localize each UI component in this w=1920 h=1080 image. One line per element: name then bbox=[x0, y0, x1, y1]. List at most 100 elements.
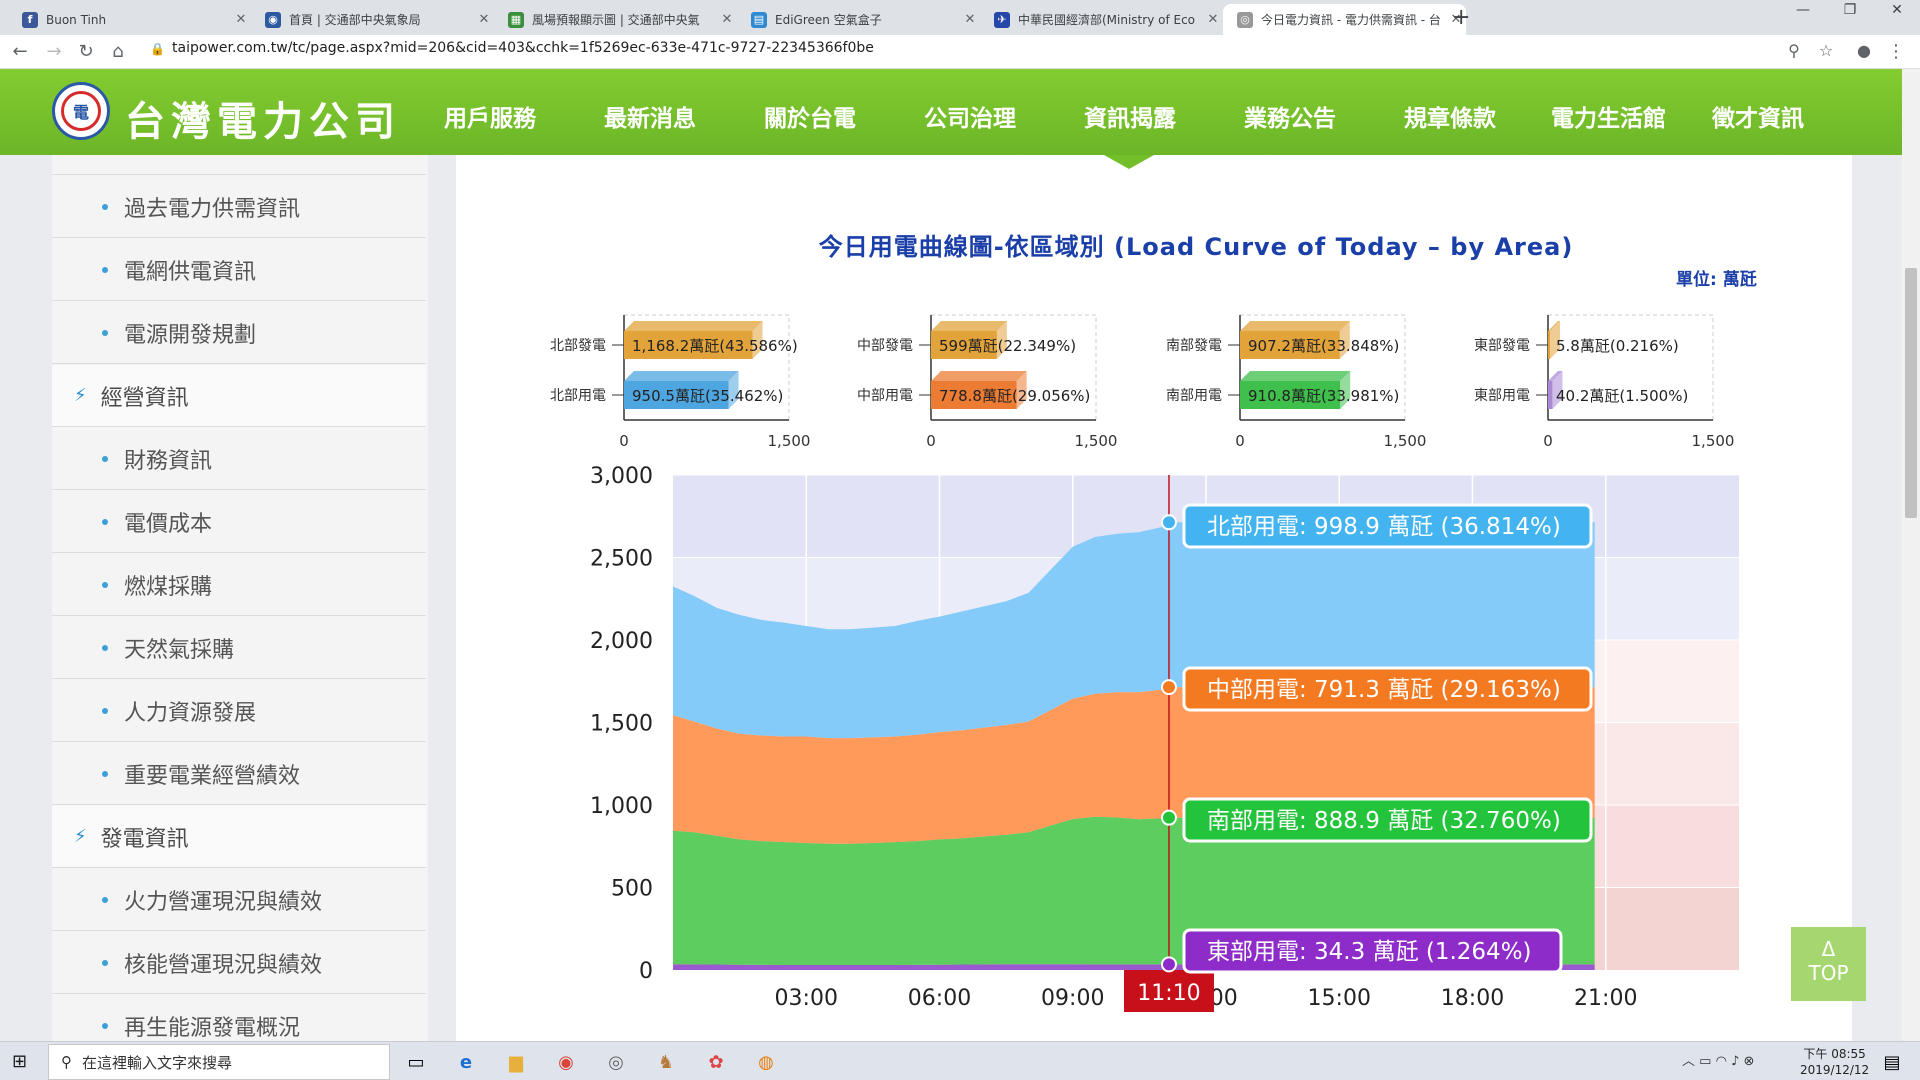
close-tab-icon[interactable]: ✕ bbox=[235, 12, 247, 27]
sidebar-item[interactable]: 再生能源發電概況 bbox=[52, 995, 426, 1041]
y-tick-label: 0 bbox=[639, 959, 653, 984]
nav-item[interactable]: 公司治理 bbox=[924, 106, 1016, 132]
close-tab-icon[interactable]: ✕ bbox=[478, 12, 490, 27]
nav-item[interactable]: 用戶服務 bbox=[444, 106, 536, 132]
mini-x-tick-label: 1,500 bbox=[1692, 432, 1735, 450]
series-marker bbox=[1160, 956, 1177, 973]
nav-item[interactable]: 電力生活館 bbox=[1551, 106, 1666, 132]
bookmark-star-icon[interactable]: ☆ bbox=[1818, 41, 1834, 60]
bullet-icon bbox=[102, 644, 108, 651]
notification-icon[interactable]: ▤ bbox=[1883, 1051, 1901, 1073]
sidebar-item[interactable]: 燃煤採購 bbox=[52, 554, 426, 616]
mini-bar-top bbox=[1240, 371, 1351, 381]
sidebar-item[interactable]: 電網供電資訊 bbox=[52, 239, 426, 301]
nav-item[interactable]: 徵才資訊 bbox=[1712, 106, 1804, 132]
nav-item[interactable]: 最新消息 bbox=[604, 106, 696, 132]
load-curve-chart: 0 500 1,000 1,500 2,000 2,500 3,000 03:00 06:00 0… bbox=[590, 464, 1739, 1012]
mini-value-label: 910.8萬瓩(33.981%) bbox=[1248, 387, 1399, 405]
sidebar-item[interactable]: ⚡ 經營資訊 bbox=[52, 365, 426, 427]
app-icon-3[interactable]: ✿ bbox=[708, 1051, 724, 1073]
taskbar-search-input[interactable]: ⚲ 在這裡輸入文字來搜尋 bbox=[48, 1044, 390, 1080]
windows-taskbar: ⊞ ⚲ 在這裡輸入文字來搜尋 ▭ e ▆ ◉ ◎ ♞ ✿ ◍ ︿ ▭ ◠ ♪ ⊗… bbox=[0, 1041, 1920, 1080]
sidebar-item-label: 電網供電資訊 bbox=[124, 259, 257, 285]
back-to-top-button[interactable]: Δ TOP bbox=[1791, 927, 1866, 1001]
site-header: 電 台灣電力公司 用戶服務 最新消息 關於台電 公司治理 資訊揭露 業務公告 規章條款 電力生… bbox=[0, 69, 1902, 155]
sidebar-item-label: 近期電力資訊 bbox=[124, 155, 256, 160]
nav-item[interactable]: 資訊揭露 bbox=[1084, 106, 1176, 132]
main-content: 今日用電曲線圖-依區域別 (Load Curve of Today – by A… bbox=[456, 155, 1852, 1041]
browser-tab[interactable]: ✈ 中華民國經濟部(Ministry of Eco ✕ bbox=[980, 4, 1223, 35]
nav-item[interactable]: 業務公告 bbox=[1244, 106, 1336, 132]
volume-icon[interactable]: ♪ bbox=[1731, 1054, 1740, 1069]
network-icon[interactable]: ◠ bbox=[1715, 1054, 1727, 1069]
browser-tab[interactable]: ▦ 風場預報顯示圖 | 交通部中央氣 ✕ bbox=[494, 4, 737, 35]
close-tab-icon[interactable]: ✕ bbox=[1207, 12, 1219, 27]
browser-tab[interactable]: ▤ EdiGreen 空氣盒子 ✕ bbox=[737, 4, 980, 35]
taskbar-clock[interactable]: 下午 08:55 2019/12/12 bbox=[1800, 1046, 1869, 1078]
mini-bar-side bbox=[1339, 321, 1350, 359]
scrollbar-thumb[interactable] bbox=[1905, 268, 1917, 518]
browser-tab[interactable]: ◎ 今日電力資訊 - 電力供需資訊 - 台 ✕ bbox=[1223, 4, 1466, 35]
tooltip-box bbox=[1182, 797, 1593, 843]
sidebar-item[interactable]: 天然氣採購 bbox=[52, 617, 426, 679]
reload-icon[interactable]: ↻ bbox=[78, 41, 94, 62]
sidebar-item[interactable]: 過去電力供需資訊 bbox=[52, 176, 426, 238]
sidebar-item[interactable]: ⚡ 發電資訊 bbox=[52, 806, 426, 868]
close-tab-icon[interactable]: ✕ bbox=[1450, 12, 1462, 27]
sidebar-item[interactable]: 火力營運現況與績效 bbox=[52, 869, 426, 931]
nav-active-pointer bbox=[1104, 155, 1154, 169]
home-icon[interactable]: ⌂ bbox=[112, 41, 124, 62]
forward-icon[interactable]: → bbox=[46, 41, 62, 62]
browser-tab[interactable]: ◉ 首頁 | 交通部中央氣象局 ✕ bbox=[251, 4, 494, 35]
mini-bar-top bbox=[1240, 321, 1350, 331]
maximize-icon[interactable]: ❐ bbox=[1843, 2, 1857, 18]
taskbar-search-placeholder: 在這裡輸入文字來搜尋 bbox=[82, 1053, 233, 1072]
profile-icon[interactable]: ● bbox=[1857, 41, 1871, 60]
mini-value-label: 1,168.2萬瓩(43.586%) bbox=[632, 337, 798, 355]
app-icon-1[interactable]: ◎ bbox=[608, 1051, 624, 1073]
taipower-logo-icon[interactable]: 電 bbox=[52, 82, 110, 140]
y-tick-label: 1,500 bbox=[590, 712, 653, 737]
mini-bar-top bbox=[931, 321, 1007, 331]
x-tick-label: 09:00 bbox=[1041, 986, 1104, 1011]
blender-icon[interactable]: ◍ bbox=[758, 1051, 774, 1073]
lightning-icon: ⚡ bbox=[74, 826, 87, 847]
show-hidden-icon[interactable]: ︿ bbox=[1682, 1054, 1696, 1069]
ime-icon[interactable]: ⊗ bbox=[1743, 1054, 1755, 1069]
facebook-icon: f bbox=[22, 11, 38, 28]
sidebar-item[interactable]: 核能營運現況與績效 bbox=[52, 932, 426, 994]
sidebar-item[interactable]: 財務資訊 bbox=[52, 428, 426, 490]
close-window-icon[interactable]: ✕ bbox=[1891, 2, 1903, 18]
nav-item[interactable]: 關於台電 bbox=[764, 106, 856, 132]
minimize-icon[interactable]: — bbox=[1796, 2, 1810, 18]
new-tab-icon[interactable]: + bbox=[1452, 5, 1471, 30]
sidebar-item[interactable]: 人力資源發展 bbox=[52, 680, 426, 742]
mini-value-label: 5.8萬瓩(0.216%) bbox=[1556, 337, 1679, 355]
address-bar[interactable]: taipower.com.tw/tc/page.aspx?mid=206&cid… bbox=[172, 40, 874, 56]
back-icon[interactable]: ← bbox=[12, 41, 28, 62]
sidebar-item[interactable]: 電價成本 bbox=[52, 491, 426, 553]
mini-bar bbox=[624, 331, 753, 359]
mini-bar-chart-3: 東部發電 5.8萬瓩(0.216%) 東部用電 40.2萬瓩(1.500%) 0 1,50… bbox=[1474, 314, 1735, 450]
mini-category-label: 中部用電 bbox=[857, 388, 913, 404]
task-view-icon[interactable]: ▭ bbox=[407, 1051, 425, 1073]
nav-item[interactable]: 規章條款 bbox=[1404, 106, 1496, 132]
close-tab-icon[interactable]: ✕ bbox=[721, 12, 733, 27]
menu-icon[interactable]: ⋮ bbox=[1887, 41, 1905, 62]
file-explorer-icon[interactable]: ▆ bbox=[509, 1051, 523, 1073]
close-tab-icon[interactable]: ✕ bbox=[964, 12, 976, 27]
bullet-icon bbox=[102, 203, 108, 210]
sidebar-item[interactable]: 重要電業經營績效 bbox=[52, 743, 426, 805]
windows-start-icon[interactable]: ⊞ bbox=[12, 1051, 28, 1072]
edge-icon[interactable]: e bbox=[459, 1051, 473, 1073]
sidebar-item[interactable]: 電源開發規劃 bbox=[52, 302, 426, 364]
page-scrollbar[interactable] bbox=[1902, 69, 1920, 1041]
zoom-icon[interactable]: ⚲ bbox=[1788, 41, 1800, 60]
app-icon-2[interactable]: ♞ bbox=[657, 1051, 675, 1073]
search-icon: ⚲ bbox=[61, 1053, 72, 1071]
browser-tab[interactable]: f Buon Tinh ✕ bbox=[8, 4, 251, 35]
sidebar-item[interactable]: 近期電力資訊 bbox=[52, 155, 426, 175]
logo-text[interactable]: 台灣電力公司 bbox=[125, 98, 401, 145]
system-tray[interactable]: ︿ ▭ ◠ ♪ ⊗ bbox=[1682, 1050, 1754, 1069]
chrome-icon[interactable]: ◉ bbox=[558, 1051, 574, 1073]
